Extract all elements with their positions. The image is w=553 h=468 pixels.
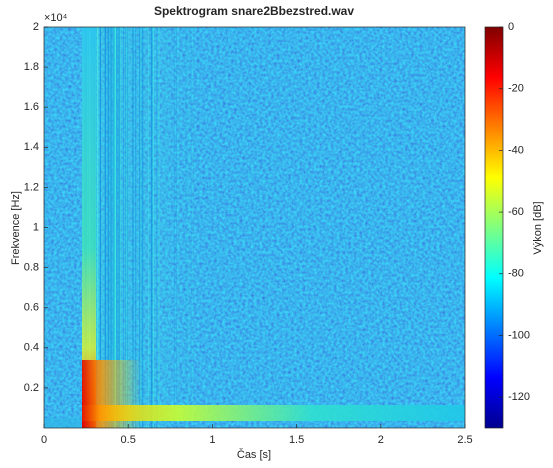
colorbar-label: Výkon [dB] — [532, 201, 544, 254]
y-tick-label: 1.4 — [24, 141, 39, 153]
y-tick-label: 1.6 — [24, 101, 39, 113]
y-tick-label: 1.8 — [24, 61, 39, 73]
x-tick-label: 1 — [209, 434, 215, 446]
colorbar-tick-label: 0 — [508, 21, 514, 33]
spectrogram-image — [44, 27, 465, 428]
x-tick-label: 0 — [41, 434, 47, 446]
colorbar-tick-label: -120 — [508, 391, 530, 403]
x-tick-label: 0.5 — [121, 434, 136, 446]
y-axis-label: Frekvence [Hz] — [10, 191, 22, 265]
colorbar-tick-label: -80 — [508, 268, 524, 280]
colorbar-tick-label: -100 — [508, 329, 530, 341]
colorbar-tick-label: -40 — [508, 144, 524, 156]
colorbar-tick-label: -20 — [508, 83, 524, 95]
y-tick-label: 0.4 — [24, 342, 39, 354]
chart-title: Spektrogram snare2Bbezstred.wav — [154, 4, 354, 18]
x-tick-label: 1.5 — [289, 434, 304, 446]
y-exponent: ×10⁴ — [44, 12, 68, 24]
y-tick-label: 0.8 — [24, 262, 39, 274]
colorbar-tick-label: -60 — [508, 206, 524, 218]
y-tick-label: 2 — [33, 21, 39, 33]
y-tick-label: 1 — [33, 221, 39, 233]
x-axis-label: Čas [s] — [237, 448, 271, 461]
y-tick-label: 0.6 — [24, 302, 39, 314]
colorbar — [484, 26, 504, 429]
x-tick-label: 2.5 — [457, 434, 472, 446]
y-tick-label: 1.2 — [24, 181, 39, 193]
y-tick-label: 0.2 — [24, 382, 39, 394]
x-tick-label: 2 — [378, 434, 384, 446]
